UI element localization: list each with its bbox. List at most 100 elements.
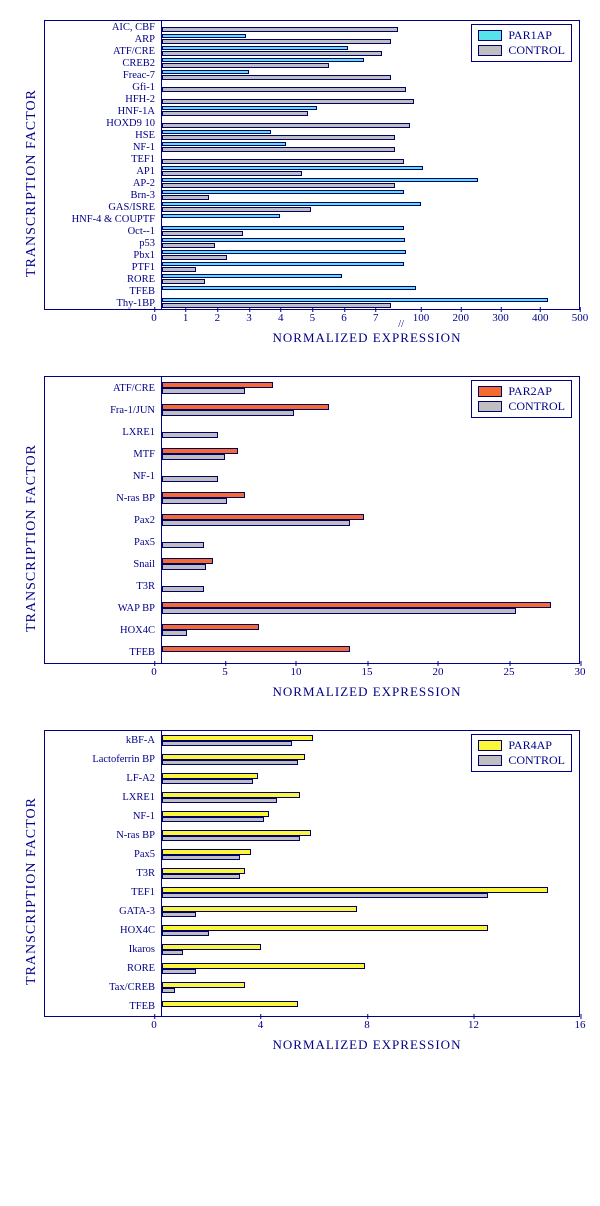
row-label: CREB2 [45, 58, 161, 69]
bar-treat [162, 70, 249, 75]
row-bars [161, 575, 579, 597]
bar-row: N-ras BP [45, 826, 579, 845]
chart-par4ap: TRANSCRIPTION FACTOR PAR4AP CONTROL kBF-… [20, 730, 580, 1053]
row-bars [161, 297, 579, 309]
x-tick: 500 [572, 312, 589, 324]
row-label: LXRE1 [45, 792, 161, 803]
bar-row: Snail [45, 553, 579, 575]
bar-row: p53 [45, 237, 579, 249]
x-tick: 10 [290, 666, 301, 678]
bar-ctrl [162, 498, 227, 504]
bar-treat [162, 142, 286, 147]
row-label: p53 [45, 238, 161, 249]
bar-treat [162, 250, 406, 255]
bar-row: TFEB [45, 997, 579, 1016]
bar-row: TFEB [45, 641, 579, 663]
bar-ctrl [162, 111, 308, 116]
bars-region-2: ATF/CREFra-1/JUNLXRE1MTFNF-1N-ras BPPax2… [44, 376, 580, 664]
bar-ctrl [162, 99, 414, 104]
row-label: Lactoferrin BP [45, 754, 161, 765]
bar-treat [162, 1001, 298, 1007]
row-bars [161, 443, 579, 465]
bar-ctrl [162, 760, 298, 766]
x-tick: 6 [341, 312, 347, 324]
row-bars [161, 201, 579, 213]
x-tick: 16 [575, 1019, 586, 1031]
x-tick: 0 [151, 312, 157, 324]
row-bars [161, 129, 579, 141]
row-bars [161, 285, 579, 297]
bar-ctrl [162, 950, 183, 956]
bar-ctrl [162, 279, 205, 284]
bar-row: Pbx1 [45, 249, 579, 261]
x-axis-2: 051015202530 [154, 664, 580, 682]
bar-row: AP1 [45, 165, 579, 177]
legend-ctrl-label: CONTROL [508, 753, 565, 768]
row-label: Pax2 [45, 515, 161, 526]
bar-ctrl [162, 87, 406, 92]
legend-treat-label: PAR2AP [508, 384, 552, 399]
bar-row: NF-1 [45, 141, 579, 153]
row-bars [161, 509, 579, 531]
bar-treat [162, 646, 350, 652]
bar-row: HSE [45, 129, 579, 141]
bar-treat [162, 130, 271, 135]
bar-ctrl [162, 410, 294, 416]
bar-row: T3R [45, 575, 579, 597]
legend-treat-label: PAR4AP [508, 738, 552, 753]
bar-treat [162, 46, 348, 51]
row-bars [161, 225, 579, 237]
row-bars [161, 153, 579, 165]
row-label: TFEB [45, 647, 161, 658]
bar-treat [162, 286, 416, 291]
x-axis-3: 0481216 [154, 1017, 580, 1035]
bar-ctrl [162, 476, 218, 482]
row-label: kBF-A [45, 735, 161, 746]
x-tick: 5 [310, 312, 316, 324]
bar-row: HNF-1A [45, 105, 579, 117]
bar-ctrl [162, 912, 196, 918]
x-tick: 7 [373, 312, 379, 324]
row-bars [161, 189, 579, 201]
row-label: Freac-7 [45, 70, 161, 81]
row-bars [161, 597, 579, 619]
row-bars [161, 487, 579, 509]
row-label: N-ras BP [45, 493, 161, 504]
bar-treat [162, 298, 548, 303]
row-label: MTF [45, 449, 161, 460]
row-bars [161, 883, 579, 902]
row-label: HNF-4 & COUPTF [45, 214, 161, 225]
bar-ctrl [162, 542, 204, 548]
x-tick: 20 [432, 666, 443, 678]
bar-row: NF-1 [45, 807, 579, 826]
legend-par2: PAR2AP CONTROL [471, 380, 572, 418]
bar-treat [162, 925, 488, 931]
bar-ctrl [162, 171, 302, 176]
bar-treat [162, 202, 421, 207]
row-label: AIC, CBF [45, 22, 161, 33]
y-axis-title: TRANSCRIPTION FACTOR [20, 376, 44, 700]
x-tick: 200 [452, 312, 469, 324]
bar-treat [162, 226, 404, 231]
x-tick: 300 [492, 312, 509, 324]
row-label: LXRE1 [45, 427, 161, 438]
row-label: Fra-1/JUN [45, 405, 161, 416]
bar-row: Ikaros [45, 940, 579, 959]
bar-ctrl [162, 874, 240, 880]
x-tick: 4 [258, 1019, 264, 1031]
row-bars [161, 273, 579, 285]
bar-ctrl [162, 159, 404, 164]
bar-ctrl [162, 798, 277, 804]
x-tick: 400 [532, 312, 549, 324]
bar-row: Tax/CREB [45, 978, 579, 997]
row-label: AP-2 [45, 178, 161, 189]
row-label: NF-1 [45, 811, 161, 822]
bar-treat [162, 106, 317, 111]
bar-row: Brn-3 [45, 189, 579, 201]
x-tick: 5 [222, 666, 228, 678]
legend-treat-label: PAR1AP [508, 28, 552, 43]
row-label: HOX4C [45, 625, 161, 636]
bar-ctrl [162, 39, 391, 44]
legend-ctrl-label: CONTROL [508, 399, 565, 414]
bar-treat [162, 58, 364, 63]
